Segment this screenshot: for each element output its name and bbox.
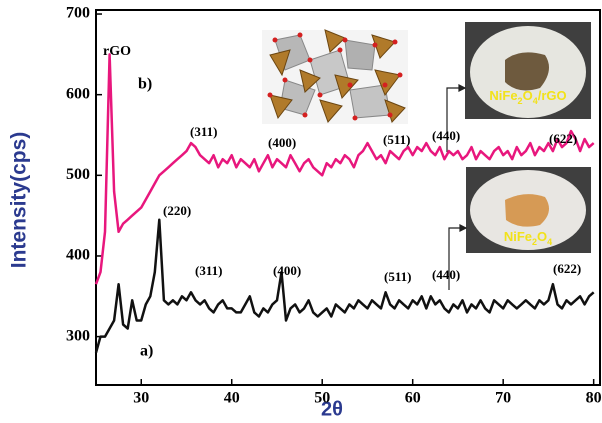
annotation: (400) [273,263,301,278]
annotation: (220) [163,203,191,218]
annotation: (511) [384,269,411,284]
x-tick-label: 70 [495,390,511,407]
annotation: (622) [553,261,581,276]
annotation: (440) [432,128,460,143]
chart: Intensity(cps) 2θ 3040506070803004005006… [0,0,602,423]
y-tick-label: 700 [66,5,90,22]
y-tick-label: 300 [66,327,90,344]
x-tick-label: 30 [133,390,149,407]
x-tick-label: 60 [405,390,421,407]
annotation: a) [140,343,153,360]
y-tick-label: 600 [66,85,90,102]
crystal-inset [262,30,408,124]
annotation: (311) [190,124,217,139]
x-tick-label: 40 [224,390,240,407]
annotation: (440) [432,267,460,282]
pointer [447,85,466,290]
x-tick-label: 80 [586,390,602,407]
y-tick-label: 400 [66,247,90,264]
annotation: (400) [268,135,296,150]
y-axis-title: Intensity(cps) [8,132,31,269]
annotation: rGO [103,44,131,59]
annotation: (511) [383,132,410,147]
annotation: b) [138,76,152,93]
annotation: (622) [549,131,577,146]
y-tick-label: 500 [66,166,90,183]
x-tick-label: 50 [314,390,330,407]
annotation: (311) [195,263,222,278]
